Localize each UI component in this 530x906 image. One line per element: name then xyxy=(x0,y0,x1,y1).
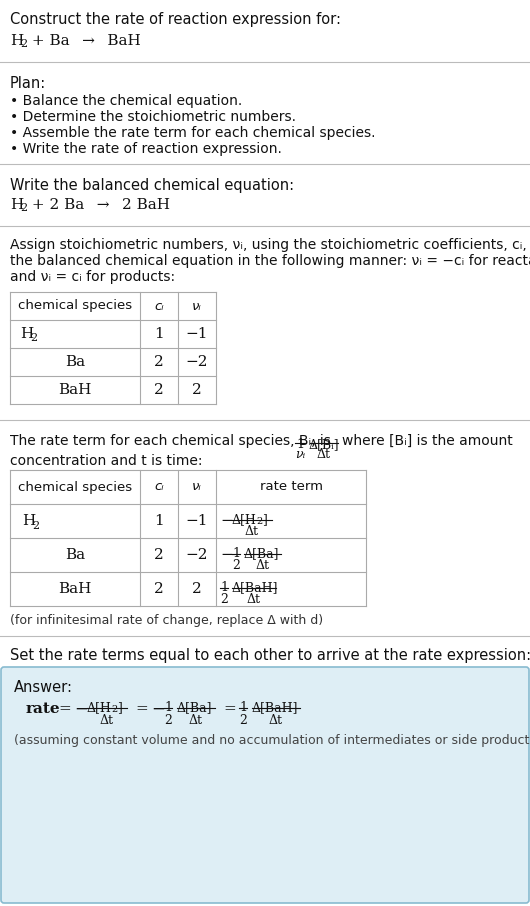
Text: H: H xyxy=(20,327,33,341)
Text: + Ba  →  BaH: + Ba → BaH xyxy=(27,34,141,48)
Text: H: H xyxy=(10,34,23,48)
Text: Ba: Ba xyxy=(65,355,85,369)
Text: 1: 1 xyxy=(220,581,228,594)
Text: H: H xyxy=(10,198,23,212)
Text: • Balance the chemical equation.: • Balance the chemical equation. xyxy=(10,94,242,108)
Text: cᵢ: cᵢ xyxy=(154,480,164,494)
Text: BaH: BaH xyxy=(58,582,92,596)
Text: 2: 2 xyxy=(256,517,262,526)
Text: 2: 2 xyxy=(20,203,27,213)
Text: H: H xyxy=(22,514,36,528)
Text: where [Bᵢ] is the amount: where [Bᵢ] is the amount xyxy=(342,434,513,448)
Text: Δ[BaH]: Δ[BaH] xyxy=(252,701,298,714)
Text: Δ[H: Δ[H xyxy=(87,701,112,714)
Text: cᵢ: cᵢ xyxy=(154,300,164,313)
Text: −: − xyxy=(220,548,233,562)
Text: −: − xyxy=(74,700,88,718)
Text: Assign stoichiometric numbers, νᵢ, using the stoichiometric coefficients, cᵢ, fr: Assign stoichiometric numbers, νᵢ, using… xyxy=(10,238,530,252)
Text: (assuming constant volume and no accumulation of intermediates or side products): (assuming constant volume and no accumul… xyxy=(14,734,530,747)
Text: 2: 2 xyxy=(154,548,164,562)
Text: −: − xyxy=(220,514,233,528)
Text: • Determine the stoichiometric numbers.: • Determine the stoichiometric numbers. xyxy=(10,110,296,124)
Text: 2: 2 xyxy=(20,39,27,49)
Text: chemical species: chemical species xyxy=(18,480,132,494)
Text: rate term: rate term xyxy=(260,480,322,494)
Text: Δt: Δt xyxy=(245,525,259,538)
Text: 2: 2 xyxy=(192,582,202,596)
Text: 1: 1 xyxy=(164,701,172,714)
Text: =: = xyxy=(58,702,70,716)
Text: the balanced chemical equation in the following manner: νᵢ = −cᵢ for reactants: the balanced chemical equation in the fo… xyxy=(10,254,530,268)
Text: The rate term for each chemical species, Bᵢ, is: The rate term for each chemical species,… xyxy=(10,434,331,448)
Text: 2: 2 xyxy=(154,582,164,596)
Text: ]: ] xyxy=(262,513,267,526)
Text: Δ[H: Δ[H xyxy=(232,513,257,526)
Text: νᵢ: νᵢ xyxy=(192,300,202,313)
Text: Δ[Ba]: Δ[Ba] xyxy=(244,547,279,560)
Text: −2: −2 xyxy=(186,355,208,369)
Text: −1: −1 xyxy=(186,327,208,341)
Text: 2: 2 xyxy=(232,559,240,572)
Text: Set the rate terms equal to each other to arrive at the rate expression:: Set the rate terms equal to each other t… xyxy=(10,648,530,663)
Text: Write the balanced chemical equation:: Write the balanced chemical equation: xyxy=(10,178,294,193)
Text: 1: 1 xyxy=(154,327,164,341)
Text: −1: −1 xyxy=(186,514,208,528)
Text: + 2 Ba  →  2 BaH: + 2 Ba → 2 BaH xyxy=(27,198,170,212)
Text: Δt: Δt xyxy=(247,593,261,606)
Text: ]: ] xyxy=(117,701,122,714)
Text: −2: −2 xyxy=(186,548,208,562)
Text: 1: 1 xyxy=(296,438,304,451)
Text: Construct the rate of reaction expression for:: Construct the rate of reaction expressio… xyxy=(10,12,341,27)
Text: 2: 2 xyxy=(220,593,228,606)
Text: 2: 2 xyxy=(164,714,172,727)
Text: 2: 2 xyxy=(30,333,37,343)
Text: νᵢ: νᵢ xyxy=(192,480,202,494)
Text: 2: 2 xyxy=(154,383,164,397)
Text: • Assemble the rate term for each chemical species.: • Assemble the rate term for each chemic… xyxy=(10,126,375,140)
Text: (for infinitesimal rate of change, replace Δ with d): (for infinitesimal rate of change, repla… xyxy=(10,614,323,627)
Text: Plan:: Plan: xyxy=(10,76,46,91)
Text: 2: 2 xyxy=(32,521,39,531)
Text: concentration and t is time:: concentration and t is time: xyxy=(10,454,202,468)
Text: rate: rate xyxy=(26,702,60,716)
Text: Δ[BaH]: Δ[BaH] xyxy=(232,581,278,594)
Text: =: = xyxy=(135,702,148,716)
Text: Δt: Δt xyxy=(269,714,283,727)
Text: 1: 1 xyxy=(232,547,240,560)
Text: Δt: Δt xyxy=(189,714,203,727)
Text: Δ[Bᵢ]: Δ[Bᵢ] xyxy=(308,438,339,451)
Text: chemical species: chemical species xyxy=(18,300,132,313)
Text: Δt: Δt xyxy=(100,714,114,727)
Text: =: = xyxy=(223,702,236,716)
Text: and νᵢ = cᵢ for products:: and νᵢ = cᵢ for products: xyxy=(10,270,175,284)
Text: 2: 2 xyxy=(239,714,247,727)
Text: Ba: Ba xyxy=(65,548,85,562)
Text: BaH: BaH xyxy=(58,383,92,397)
Text: νᵢ: νᵢ xyxy=(295,448,305,461)
Text: 2: 2 xyxy=(111,705,117,714)
Text: • Write the rate of reaction expression.: • Write the rate of reaction expression. xyxy=(10,142,282,156)
Text: Δ[Ba]: Δ[Ba] xyxy=(177,701,213,714)
Text: Δt: Δt xyxy=(255,559,269,572)
Text: −: − xyxy=(151,700,165,718)
Text: 1: 1 xyxy=(239,701,247,714)
FancyBboxPatch shape xyxy=(1,667,529,903)
Text: 2: 2 xyxy=(192,383,202,397)
Text: 1: 1 xyxy=(154,514,164,528)
Text: 2: 2 xyxy=(154,355,164,369)
Text: Answer:: Answer: xyxy=(14,680,73,695)
Text: Δt: Δt xyxy=(317,448,331,461)
